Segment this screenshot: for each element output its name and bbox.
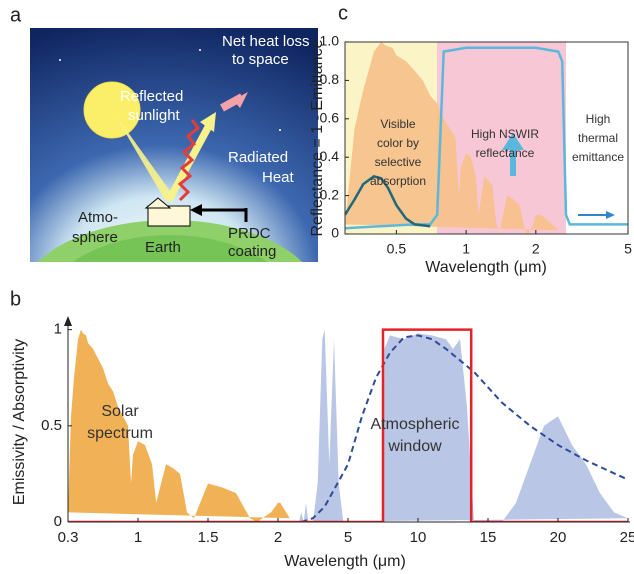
area (345, 42, 559, 234)
annotation: Atmospheric (371, 416, 460, 433)
y-tick-label: 0.2 (320, 186, 340, 202)
y-tick-label: 0 (331, 225, 339, 241)
annotation: Solar (101, 403, 139, 420)
label: Earth (145, 239, 181, 256)
x-tick-label: 1.5 (198, 529, 219, 546)
x-axis-label: Wavelength (μm) (284, 553, 406, 570)
arrow (606, 211, 615, 219)
label: sunlight (128, 107, 181, 124)
label: coating (228, 243, 276, 260)
y-axis-label: Reflectance = 1 - Emittance (309, 39, 326, 236)
x-tick-label: 1 (134, 529, 142, 546)
y-tick-label: 0.4 (320, 148, 340, 164)
label: sphere (72, 229, 118, 246)
y-axis-label: Emissivity / Absorptivity (11, 339, 28, 505)
x-tick-label: 2 (532, 241, 540, 257)
y-tick-label: 0.5 (41, 417, 62, 434)
annotation: selective (375, 155, 422, 169)
annotation: reflectance (476, 146, 535, 160)
annotation: absorption (370, 174, 426, 188)
frame (344, 41, 629, 235)
x-tick-label: 5 (344, 529, 352, 546)
line (68, 328, 628, 522)
x-axis-label: Wavelength (μm) (425, 259, 547, 276)
x-tick-label: 2 (274, 529, 282, 546)
panel-label: b (10, 288, 21, 310)
area (299, 329, 628, 522)
x-tick-label: 15 (480, 529, 497, 546)
x-tick-label: 1 (462, 241, 470, 257)
annotation: window (387, 438, 442, 455)
annotation: emittance (572, 150, 624, 164)
annotation: High NSWIR (471, 127, 539, 141)
x-tick-label: 0.3 (58, 529, 79, 546)
annotation: thermal (578, 131, 618, 145)
label: to space (232, 51, 289, 68)
arrow (502, 133, 524, 176)
line (345, 46, 628, 230)
line (345, 175, 431, 228)
panel-a-scene (30, 28, 318, 262)
annotation: color by (377, 136, 419, 150)
label: Reflected (120, 88, 183, 105)
x-tick-label: 20 (550, 529, 567, 546)
x-tick-label: 0.5 (387, 241, 407, 257)
y-tick-label: 0 (54, 513, 62, 530)
annotation: spectrum (87, 425, 153, 442)
annotation: Visible (380, 117, 415, 131)
x-tick-label: 25 (620, 529, 634, 546)
label: Radiated (228, 149, 288, 166)
label: PRDC (228, 225, 271, 242)
label: Net heat loss (222, 33, 310, 50)
annotation: High (586, 112, 611, 126)
label: Heat (262, 169, 295, 186)
y-tick-label: 0.6 (320, 110, 340, 126)
line (300, 334, 628, 522)
panel-label: c (338, 2, 348, 24)
x-tick-label: 5 (624, 241, 632, 257)
panel-label: a (10, 4, 22, 26)
y-tick-label: 1.0 (320, 33, 340, 49)
area (68, 329, 290, 522)
y-tick-label: 0.8 (320, 71, 340, 87)
y-tick-label: 1 (54, 321, 62, 338)
x-tick-label: 10 (410, 529, 427, 546)
label: Atmo- (78, 209, 118, 226)
axis-arrow (64, 316, 72, 326)
